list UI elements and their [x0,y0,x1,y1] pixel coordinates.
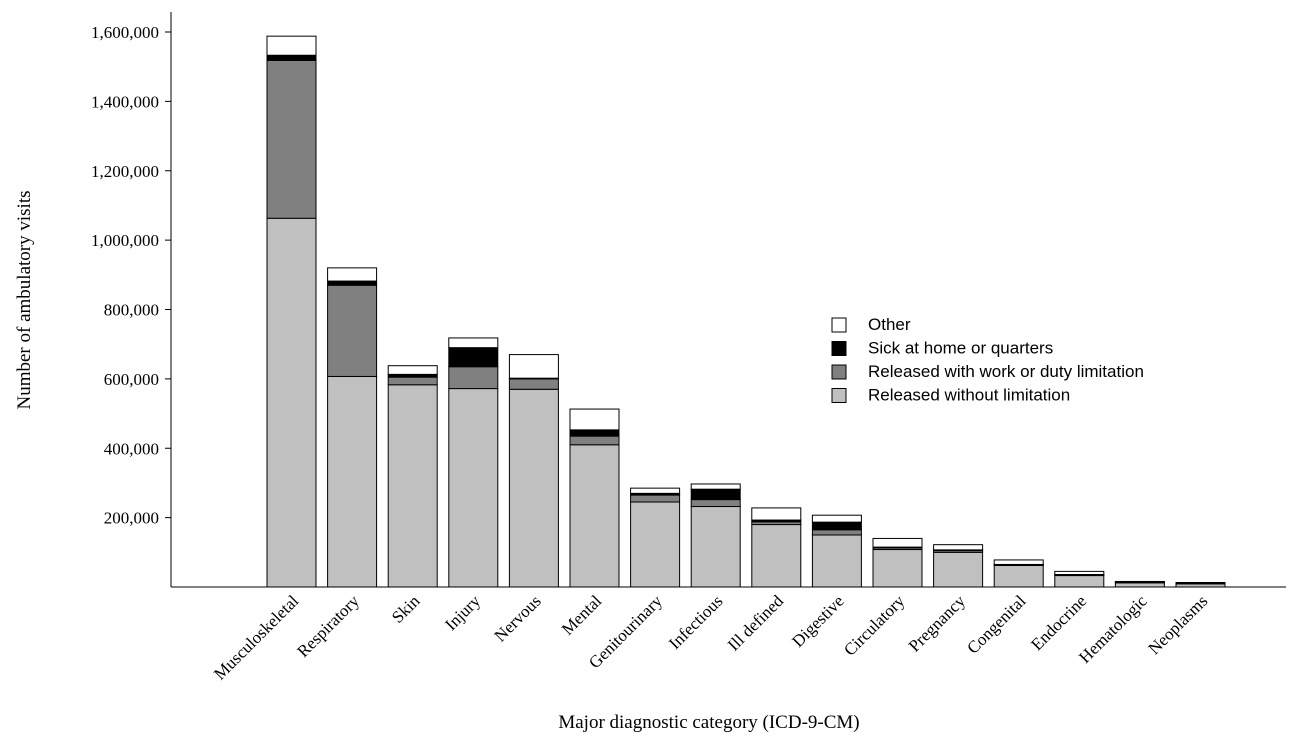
y-axis-ticks: 200,000 400,000 600,000 800,000 1,000,000 1,2… [91,23,171,528]
bar-segment [448,337,499,349]
legend-swatch [831,317,847,333]
bar-segment [327,280,378,286]
bar-segment [751,524,802,588]
bar-stack [1054,570,1105,588]
x-tick-label: Digestive [788,591,848,651]
bar-segment [508,388,559,588]
legend-label: Other [868,315,911,334]
bar-stack [508,354,559,588]
bar-segment [630,487,681,494]
bar-segment [508,354,559,379]
bar-segment [327,267,378,282]
bar-stack [811,514,862,588]
bar-segment [872,549,923,588]
y-tick-label: 1,200,000 [91,162,159,181]
bars [266,35,1226,588]
bar-segment [569,444,620,588]
bar-segment [448,366,499,390]
bar-stack [872,537,923,588]
bar-segment [993,559,1044,565]
bar-segment [993,564,1044,588]
y-tick-label: 600,000 [104,370,159,389]
bar-segment [933,551,984,588]
y-tick-label: 1,000,000 [91,231,159,250]
x-tick-label: Musculoskeletal [210,591,302,683]
bar-stack [630,487,681,588]
legend-swatch [831,388,847,403]
bar-segment [690,488,741,501]
bar-stack [569,408,620,588]
bar-segment [266,54,317,61]
y-axis-title: Number of ambulatory visits [14,191,35,410]
x-tick-label: Neoplasms [1144,591,1211,658]
x-tick-label: Injury [441,591,484,634]
bar-stack [751,507,802,588]
legend-label: Released with work or duty limitation [868,362,1144,381]
bar-stack [1175,581,1226,588]
x-tick-label: Nervous [491,591,545,645]
x-axis-title: Major diagnostic category (ICD-9-CM) [558,712,859,733]
y-tick-label: 1,600,000 [91,23,159,42]
bar-segment [690,483,741,490]
bar-segment [690,506,741,588]
bar-segment [811,529,862,536]
legend: Other Sick at home or quarters Released wi… [831,315,1144,405]
bar-segment [569,408,620,431]
y-tick-label: 1,400,000 [91,92,159,111]
bar-stack [993,559,1044,588]
bar-stack [327,267,378,588]
bar-stack [1114,580,1165,588]
x-tick-label: Circulatory [840,591,909,660]
x-tick-label: Congenital [963,591,1029,657]
bar-segment [327,284,378,377]
bar-segment [1114,580,1165,583]
bar-segment [811,521,862,531]
bar-segment [630,501,681,588]
bar-segment [630,494,681,503]
x-tick-label: Pregnancy [905,591,970,656]
y-tick-label: 800,000 [104,301,159,320]
bar-segment [266,35,317,56]
bar-segment [387,376,438,386]
bar-segment [266,59,317,219]
bar-segment [690,499,741,508]
y-tick-label: 400,000 [104,439,159,458]
x-tick-label: Skin [388,591,424,627]
bar-stack [448,337,499,588]
bar-segment [811,514,862,523]
x-tick-label: Endocrine [1027,591,1090,654]
bar-stack [266,35,317,588]
bar-segment [448,347,499,368]
legend-swatch [831,364,847,380]
x-tick-label: Respiratory [293,591,363,661]
bar-segment [751,507,802,521]
bar-segment [872,537,923,548]
bar-segment [1054,575,1105,588]
bar-segment [387,365,438,375]
bar-stack [933,544,984,588]
bar-segment [327,375,378,588]
x-tick-label: Ill defined [724,591,788,655]
bar-segment [933,544,984,551]
bar-stack [690,483,741,588]
bar-segment [569,435,620,446]
bar-segment [387,384,438,588]
bar-segment [569,429,620,437]
bar-stack [387,365,438,588]
bar-segment [1175,581,1226,584]
bar-segment [448,388,499,588]
legend-label: Sick at home or quarters [868,339,1053,358]
legend-swatch [831,341,847,356]
x-tick-label: Infectious [665,591,727,653]
bar-segment [266,217,317,588]
bar-segment [1114,582,1165,588]
bar-segment [508,378,559,390]
bar-segment [1054,570,1105,576]
bar-segment [811,534,862,588]
x-tick-label: Mental [558,591,606,639]
y-tick-label: 200,000 [104,509,159,528]
legend-label: Released without limitation [868,386,1070,405]
